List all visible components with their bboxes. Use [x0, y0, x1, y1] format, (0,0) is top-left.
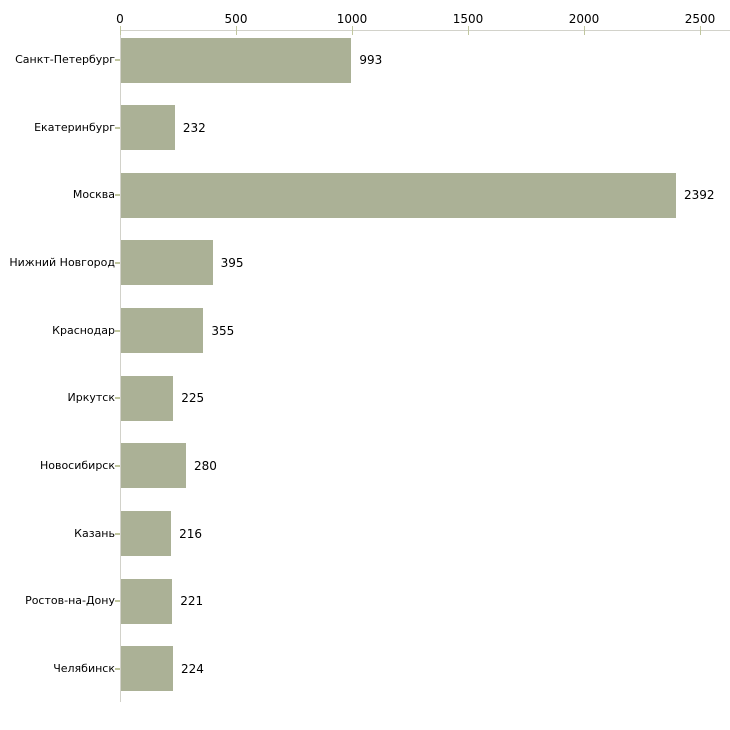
y-axis-tick: [115, 600, 120, 603]
category-label: Санкт-Петербург: [15, 53, 115, 66]
value-label: 395: [220, 255, 244, 270]
category-label: Челябинск: [53, 661, 115, 675]
value-label: 280: [193, 458, 217, 473]
y-axis-tick: [115, 261, 120, 264]
value-label: 355: [211, 323, 235, 338]
value-label: 232: [182, 120, 206, 135]
y-axis-tick: [115, 532, 120, 535]
y-axis-tick: [115, 397, 120, 400]
category-label: Москва: [72, 188, 115, 202]
category-label: Ростов-на-Дону: [25, 594, 115, 608]
y-axis-tick: [115, 464, 120, 467]
bar-8[interactable]: [121, 511, 172, 557]
x-axis-tick: [700, 26, 701, 35]
x-axis-tick: [584, 26, 585, 35]
x-axis-tick: [236, 26, 237, 35]
y-axis-tick: [115, 126, 120, 129]
x-axis-tick-label: 0: [116, 12, 124, 26]
x-axis-tick-label: 1500: [452, 12, 484, 26]
category-label: Иркутск: [67, 391, 115, 405]
value-label: 993: [359, 53, 383, 67]
value-label: 224: [180, 661, 204, 676]
x-axis-tick-label: 500: [224, 12, 248, 26]
bar-1[interactable]: [121, 37, 352, 83]
y-axis-tick: [115, 194, 120, 197]
x-axis-tick: [120, 26, 121, 35]
x-axis-tick: [352, 26, 353, 35]
value-label: 216: [179, 526, 203, 541]
x-axis-tick-label: 2000: [568, 12, 600, 26]
category-label: Краснодар: [52, 323, 115, 337]
y-axis-line: [120, 30, 121, 702]
y-axis-tick: [115, 329, 120, 332]
y-axis-tick: [115, 59, 120, 61]
x-axis-tick-label: 2500: [684, 12, 716, 26]
bar-7[interactable]: [121, 443, 186, 489]
x-axis-tick: [468, 26, 469, 35]
bar-3[interactable]: [121, 172, 676, 218]
bar-6[interactable]: [121, 375, 174, 421]
bar-4[interactable]: [121, 240, 213, 286]
y-axis-tick: [115, 667, 120, 670]
category-label: Нижний Новгород: [9, 255, 115, 269]
category-label: Новосибирск: [39, 458, 115, 472]
bar-9[interactable]: [121, 578, 173, 624]
bar-5[interactable]: [121, 308, 204, 354]
category-label: Екатеринбург: [34, 120, 115, 134]
value-label: 2392: [683, 188, 715, 203]
value-label: 225: [181, 391, 205, 406]
value-label: 221: [180, 594, 204, 609]
category-label: Казань: [74, 526, 115, 540]
x-axis-tick-label: 1000: [336, 12, 368, 26]
bar-2[interactable]: [121, 105, 175, 151]
x-axis-line: [120, 30, 730, 31]
bar-10[interactable]: [121, 646, 173, 692]
